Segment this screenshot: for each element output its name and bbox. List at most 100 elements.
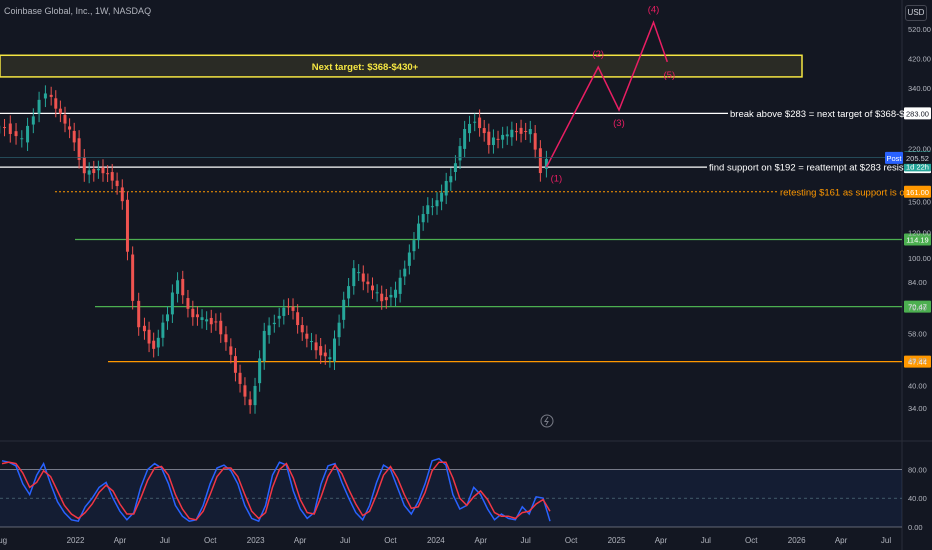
price-badge bbox=[904, 233, 931, 246]
y-tick-label: 58.00 bbox=[908, 330, 927, 339]
candle-body bbox=[87, 170, 91, 175]
stoch-k-line bbox=[1, 457, 551, 523]
candle-body bbox=[115, 180, 119, 187]
x-tick-label: 2025 bbox=[608, 536, 626, 545]
wave-label: (5) bbox=[664, 70, 676, 81]
candle-body bbox=[152, 340, 156, 349]
stoch-y-tick: 80.00 bbox=[908, 465, 927, 474]
wave-label: (2) bbox=[592, 49, 604, 60]
currency-button[interactable]: USD bbox=[905, 5, 927, 21]
candle-body bbox=[286, 306, 290, 308]
candle-body bbox=[524, 131, 528, 133]
target-zone-label: Next target: $368-$430+ bbox=[312, 62, 419, 73]
candle-body bbox=[487, 131, 491, 146]
candle-body bbox=[533, 133, 537, 150]
candle-body bbox=[440, 192, 444, 202]
y-tick-label: 84.00 bbox=[908, 278, 927, 287]
lightning-glyph bbox=[544, 416, 549, 426]
x-tick-label: Oct bbox=[565, 536, 578, 545]
candle-body bbox=[37, 99, 41, 114]
price-badge-label: 283.00 bbox=[906, 109, 929, 118]
x-tick-label: Oct bbox=[745, 536, 758, 545]
candle-body bbox=[544, 158, 548, 169]
candle-body bbox=[14, 131, 18, 137]
x-tick-label: Aug bbox=[0, 536, 7, 545]
candle-body bbox=[491, 137, 495, 146]
stoch-d-line bbox=[1, 461, 551, 521]
y-tick-label: 100.00 bbox=[908, 254, 931, 263]
candle-body bbox=[398, 277, 402, 294]
candle-body bbox=[430, 206, 434, 208]
price-badge-label: 114.19 bbox=[906, 236, 928, 245]
wave-label: (4) bbox=[648, 4, 660, 15]
candle-body bbox=[305, 333, 309, 339]
candle-body bbox=[96, 168, 100, 171]
candle-body bbox=[186, 298, 190, 309]
candle-body bbox=[219, 320, 223, 335]
stoch-y-tick: 40.00 bbox=[908, 494, 927, 503]
x-tick-label: Jul bbox=[160, 536, 170, 545]
symbol-title: Coinbase Global, Inc., 1W, NASDAQ bbox=[4, 6, 152, 16]
price-badge bbox=[904, 300, 931, 313]
candle-body bbox=[394, 289, 398, 298]
candle-body bbox=[101, 167, 105, 174]
candle-body bbox=[501, 134, 505, 140]
candle-body bbox=[528, 128, 532, 135]
candle-body bbox=[200, 317, 204, 320]
candle-body bbox=[233, 356, 237, 373]
candle-body bbox=[314, 342, 318, 351]
x-tick-label: Apr bbox=[655, 536, 668, 545]
candle-body bbox=[195, 314, 199, 318]
price-badge bbox=[904, 185, 931, 198]
candle-body bbox=[131, 254, 135, 301]
y-tick-label: 520.00 bbox=[908, 25, 931, 34]
candle-body bbox=[176, 280, 180, 294]
candle-body bbox=[347, 286, 351, 299]
candle-body bbox=[31, 116, 35, 125]
candle-body bbox=[435, 200, 439, 207]
candle-body bbox=[238, 372, 242, 384]
candle-body bbox=[496, 138, 500, 140]
stoch-y-tick: 0.00 bbox=[908, 523, 923, 532]
x-tick-label: Apr bbox=[835, 536, 848, 545]
candle-body bbox=[68, 126, 72, 130]
candle-body bbox=[125, 199, 129, 252]
y-tick-label: 150.00 bbox=[908, 198, 931, 207]
candle-body bbox=[468, 123, 472, 134]
candle-body bbox=[426, 205, 430, 215]
candle-body bbox=[3, 127, 7, 129]
candle-body bbox=[538, 148, 542, 174]
candle-body bbox=[209, 317, 213, 325]
candle-body bbox=[403, 268, 407, 277]
candle-body bbox=[58, 108, 62, 114]
candle-body bbox=[407, 252, 411, 266]
candle-body bbox=[389, 294, 393, 298]
candle-body bbox=[181, 278, 185, 296]
x-tick-label: Oct bbox=[204, 536, 217, 545]
price-badge bbox=[904, 355, 931, 368]
post-badge bbox=[885, 151, 903, 164]
candle-body bbox=[375, 292, 379, 294]
candle-body bbox=[300, 325, 304, 333]
candle-body bbox=[505, 134, 509, 137]
candle-body bbox=[332, 338, 336, 362]
candle-body bbox=[120, 187, 124, 202]
candle-body bbox=[463, 128, 467, 149]
candle-body bbox=[82, 157, 86, 174]
candle-body bbox=[458, 146, 462, 161]
price-badge-label: 161.00 bbox=[906, 188, 929, 197]
wave-label: (1) bbox=[551, 173, 563, 184]
candle-body bbox=[366, 281, 370, 285]
candle-body bbox=[357, 272, 361, 274]
candle-body bbox=[26, 125, 30, 143]
countdown-label: 1d 22h bbox=[906, 162, 929, 171]
candle-body bbox=[421, 214, 425, 223]
candle-body bbox=[478, 117, 482, 129]
candle-body bbox=[361, 273, 365, 282]
candle-body bbox=[253, 385, 257, 406]
candle-body bbox=[43, 93, 47, 99]
x-tick-label: Oct bbox=[384, 536, 397, 545]
candle-body bbox=[243, 385, 247, 397]
candle-body bbox=[444, 180, 448, 196]
